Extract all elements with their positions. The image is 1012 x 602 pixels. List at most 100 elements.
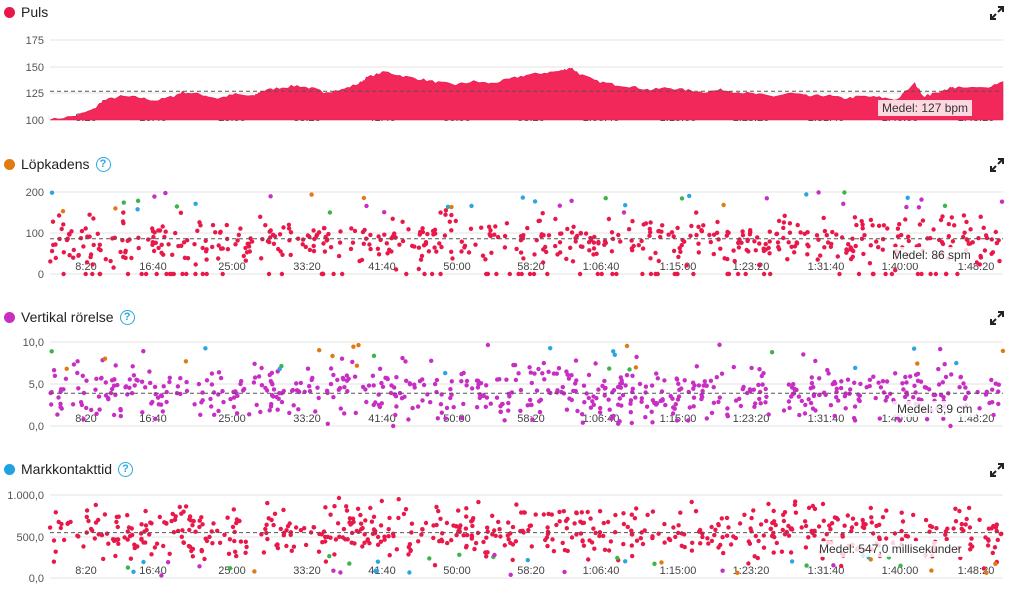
data-point: [948, 423, 953, 429]
data-point: [928, 271, 933, 277]
data-point: [284, 543, 289, 549]
data-point: [483, 404, 488, 409]
data-point: [630, 553, 635, 559]
data-point: [397, 242, 402, 247]
data-point: [572, 521, 577, 526]
data-point: [598, 405, 603, 411]
data-point: [114, 514, 120, 520]
data-point: [643, 384, 649, 389]
data-point: [627, 367, 632, 372]
data-point: [676, 523, 681, 528]
data-point: [125, 513, 130, 518]
data-point: [689, 499, 694, 505]
data-point: [826, 371, 831, 376]
data-point: [409, 530, 414, 535]
data-point: [629, 246, 634, 251]
data-point: [55, 412, 60, 417]
data-point: [728, 542, 734, 547]
data-point: [564, 526, 569, 531]
data-point: [961, 381, 966, 386]
data-point: [102, 512, 108, 517]
data-point: [957, 385, 962, 390]
data-point: [587, 538, 592, 543]
data-point: [90, 262, 95, 267]
data-point: [716, 399, 721, 405]
data-point: [494, 271, 499, 277]
data-point: [435, 416, 440, 421]
help-icon[interactable]: ?: [118, 461, 134, 477]
data-point: [252, 569, 257, 574]
data-point: [920, 218, 926, 223]
data-point: [226, 551, 232, 556]
data-point: [599, 271, 604, 277]
data-point: [303, 542, 309, 548]
data-point: [141, 349, 146, 354]
data-point: [325, 534, 330, 540]
data-point: [679, 243, 684, 248]
data-point: [183, 359, 189, 364]
data-point: [548, 346, 553, 351]
data-point: [808, 400, 814, 406]
data-point: [167, 379, 172, 385]
data-point: [545, 271, 550, 277]
expand-arrows-icon[interactable]: [990, 311, 1004, 325]
data-point: [190, 546, 196, 552]
data-point: [125, 537, 130, 542]
help-icon[interactable]: ?: [119, 309, 135, 325]
data-point: [767, 251, 772, 256]
x-tick-label: 58:20: [517, 261, 545, 273]
expand-arrows-icon[interactable]: [990, 158, 1004, 172]
data-point: [337, 385, 343, 391]
data-point: [265, 536, 270, 542]
data-point: [768, 271, 773, 277]
data-point: [915, 378, 921, 383]
y-tick-label: 10,0: [23, 337, 44, 349]
data-point: [307, 247, 313, 253]
data-point: [347, 516, 353, 521]
expand-arrows-icon[interactable]: [990, 6, 1004, 20]
expand-arrows-icon[interactable]: [990, 463, 1004, 477]
data-point: [159, 242, 164, 247]
data-point: [767, 239, 772, 244]
data-point: [771, 550, 776, 555]
x-tick-label: 50:00: [443, 261, 471, 273]
data-point: [579, 510, 584, 515]
data-point: [170, 252, 175, 257]
data-point: [271, 522, 276, 528]
data-point: [233, 242, 238, 247]
y-tick-label: 200: [26, 187, 44, 199]
data-point: [704, 416, 709, 421]
data-point: [156, 402, 161, 407]
data-point: [846, 242, 851, 247]
data-point: [97, 242, 103, 247]
data-point: [963, 522, 968, 527]
data-point: [990, 387, 995, 392]
data-point: [634, 538, 640, 543]
data-point: [87, 234, 92, 239]
data-point: [121, 200, 127, 205]
data-point: [267, 408, 272, 413]
data-point: [368, 505, 373, 511]
data-point: [761, 246, 766, 251]
data-point: [753, 533, 758, 539]
data-point: [461, 401, 466, 407]
help-icon[interactable]: ?: [95, 156, 111, 172]
data-point: [912, 383, 917, 388]
data-point: [324, 388, 330, 393]
data-point: [720, 535, 725, 540]
data-point: [859, 219, 864, 224]
data-point: [190, 554, 195, 559]
data-point: [774, 540, 779, 546]
data-point: [877, 522, 882, 527]
data-point: [148, 380, 153, 386]
data-point: [445, 540, 450, 546]
data-point: [157, 514, 162, 520]
data-point: [933, 271, 939, 277]
data-point: [915, 271, 921, 277]
data-point: [526, 527, 531, 533]
data-point: [545, 543, 550, 549]
data-point: [197, 524, 202, 530]
data-point: [360, 525, 365, 531]
data-point: [613, 530, 618, 535]
data-point: [200, 390, 205, 395]
